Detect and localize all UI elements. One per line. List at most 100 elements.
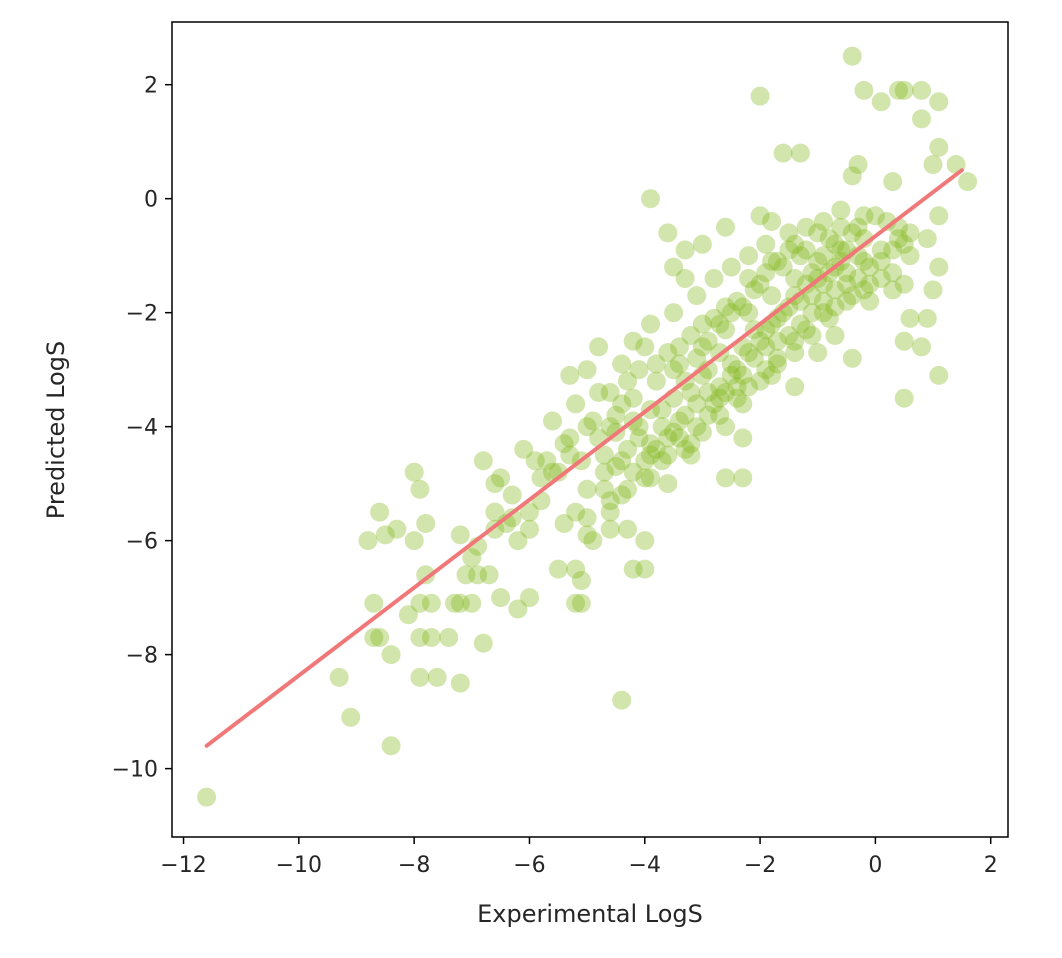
- y-axis: −10 −8 −6 −4 −2 0 2: [112, 74, 172, 783]
- data-point: [698, 405, 718, 425]
- data-point: [773, 143, 793, 163]
- data-point: [566, 502, 586, 522]
- data-point: [560, 365, 580, 385]
- data-point: [894, 234, 914, 254]
- data-point: [837, 291, 857, 311]
- data-point: [681, 445, 701, 465]
- data-point: [698, 331, 718, 351]
- data-point: [416, 514, 436, 533]
- data-point: [727, 291, 747, 311]
- data-point: [658, 223, 678, 243]
- data-point: [600, 417, 620, 437]
- data-point: [929, 257, 949, 277]
- data-point: [594, 445, 614, 465]
- data-point: [594, 479, 614, 499]
- data-point: [577, 360, 597, 380]
- data-point: [600, 383, 620, 402]
- data-point: [669, 428, 689, 448]
- data-point: [750, 371, 770, 391]
- data-point: [364, 628, 384, 647]
- data-point: [658, 445, 678, 465]
- data-point: [733, 428, 753, 448]
- data-point: [635, 559, 655, 579]
- x-tick-label: 0: [868, 853, 882, 878]
- data-point: [692, 337, 712, 357]
- data-point: [739, 377, 759, 397]
- data-point: [814, 291, 833, 311]
- data-point: [589, 337, 609, 357]
- data-point: [675, 269, 695, 288]
- data-point: [716, 468, 735, 488]
- y-tick-label: 0: [144, 188, 158, 213]
- data-point: [860, 274, 880, 294]
- data-point: [646, 371, 666, 391]
- data-point: [623, 331, 643, 351]
- data-point: [894, 80, 914, 100]
- data-point: [750, 86, 770, 106]
- data-point: [370, 628, 390, 647]
- data-point: [912, 80, 931, 100]
- data-point: [733, 468, 753, 488]
- data-point: [767, 354, 787, 374]
- data-point: [779, 223, 799, 243]
- data-point: [929, 92, 949, 112]
- data-point: [646, 354, 666, 374]
- x-axis-label: Experimental LogS: [477, 900, 703, 928]
- data-point: [583, 411, 603, 431]
- data-point: [658, 428, 678, 448]
- data-point: [785, 377, 805, 397]
- data-point: [502, 485, 522, 505]
- data-point: [704, 269, 724, 288]
- data-point: [669, 411, 689, 431]
- data-point: [629, 360, 649, 380]
- data-point: [802, 263, 822, 283]
- data-point: [923, 280, 943, 300]
- data-point: [825, 234, 845, 254]
- data-point: [883, 280, 903, 300]
- data-point: [692, 234, 712, 254]
- data-point: [762, 286, 782, 306]
- data-point: [381, 736, 401, 756]
- x-tick-label: −8: [398, 853, 430, 878]
- data-point: [871, 240, 891, 260]
- data-point: [721, 303, 741, 323]
- x-tick-label: −12: [160, 853, 206, 878]
- data-point: [473, 451, 493, 471]
- data-point: [808, 223, 828, 243]
- data-point: [479, 565, 499, 585]
- data-point: [618, 371, 637, 391]
- data-point: [842, 223, 862, 243]
- data-point: [790, 143, 810, 163]
- data-point: [652, 400, 672, 420]
- data-point: [762, 212, 782, 231]
- data-point: [854, 251, 874, 271]
- data-point: [491, 588, 511, 608]
- data-point: [814, 212, 833, 231]
- data-point: [831, 240, 851, 260]
- data-point: [560, 445, 580, 465]
- data-point: [566, 394, 586, 414]
- data-point: [635, 451, 655, 471]
- data-point: [571, 571, 591, 590]
- data-point: [716, 417, 735, 437]
- data-point: [692, 314, 712, 334]
- data-point: [785, 331, 805, 351]
- data-point: [727, 360, 747, 380]
- data-point: [410, 628, 430, 647]
- data-point: [675, 240, 695, 260]
- data-point: [739, 269, 759, 288]
- data-point: [721, 354, 741, 374]
- data-point: [756, 234, 776, 254]
- data-point: [410, 479, 430, 499]
- x-tick-label: 2: [984, 853, 998, 878]
- data-point: [756, 360, 776, 380]
- data-point: [600, 491, 620, 511]
- data-point: [848, 217, 868, 237]
- data-point: [929, 365, 949, 385]
- x-axis: −12 −10 −8 −6 −4 −2 0 2: [160, 837, 998, 878]
- y-tick-label: −8: [126, 644, 158, 669]
- data-point: [675, 439, 695, 459]
- data-point: [871, 92, 891, 112]
- x-tick-label: −10: [276, 853, 322, 878]
- x-tick-label: −4: [629, 853, 661, 878]
